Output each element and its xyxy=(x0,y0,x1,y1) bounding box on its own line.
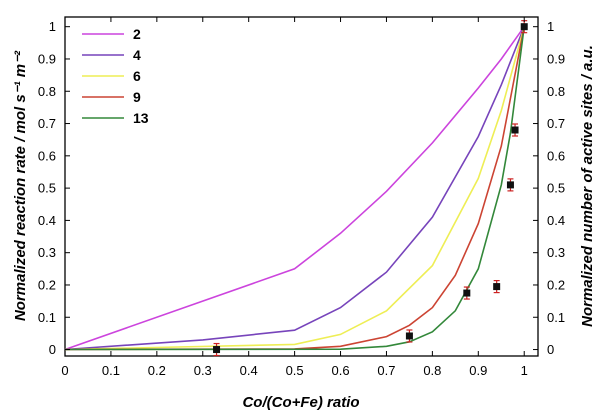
y-tick-label-left-10: 1 xyxy=(49,19,56,34)
y-axis-title-left: Normalized reaction rate / mol s⁻¹ m⁻² xyxy=(12,50,29,321)
y-tick-label-right-5: 0.5 xyxy=(547,181,565,196)
y-tick-label-left-6: 0.6 xyxy=(38,148,56,163)
points-layer xyxy=(213,20,528,357)
x-tick-label-0: 0 xyxy=(61,363,68,378)
data-point-3 xyxy=(493,283,501,291)
x-tick-label-9: 0.9 xyxy=(469,363,487,378)
y-tick-label-left-2: 0.2 xyxy=(38,277,56,292)
series-layer xyxy=(64,26,525,351)
legend-label-13: 13 xyxy=(133,110,149,126)
y-tick-label-right-4: 0.4 xyxy=(547,213,565,228)
x-tick-label-8: 0.8 xyxy=(423,363,441,378)
data-point-4 xyxy=(506,181,514,189)
y-tick-label-right-2: 0.2 xyxy=(547,277,565,292)
x-tick-label-7: 0.7 xyxy=(377,363,395,378)
y-tick-label-left-4: 0.4 xyxy=(38,213,56,228)
y-tick-label-right-3: 0.3 xyxy=(547,245,565,260)
y-tick-label-right-7: 0.7 xyxy=(547,116,565,131)
y-tick-label-right-9: 0.9 xyxy=(547,51,565,66)
y-tick-label-right-1: 0.1 xyxy=(547,310,565,325)
y-tick-label-right-8: 0.8 xyxy=(547,84,565,99)
plot-area xyxy=(64,16,539,357)
ticks-layer: 0 0.1 0.2 0.3 0.4 0.5 0.6 0.7 0.8 0.9 10 00.1 0.10.2… xyxy=(38,17,565,378)
series-line-2 xyxy=(64,26,525,351)
y-tick-label-left-8: 0.8 xyxy=(38,84,56,99)
x-tick-label-2: 0.2 xyxy=(148,363,166,378)
legend-label-6: 6 xyxy=(133,68,141,84)
y-tick-label-left-0: 0 xyxy=(49,342,56,357)
y-tick-label-right-0: 0 xyxy=(547,342,554,357)
legend-label-4: 4 xyxy=(133,47,141,63)
data-point-6 xyxy=(520,23,528,31)
legend: 2 4 6 9 13 xyxy=(82,26,149,126)
data-point-1 xyxy=(405,332,413,340)
x-tick-label-4: 0.4 xyxy=(240,363,258,378)
x-tick-label-1: 0.1 xyxy=(102,363,120,378)
y-axis-title-right: Normalized number of active sites / a.u. xyxy=(579,45,596,327)
x-axis-title: Co/(Co+Fe) ratio xyxy=(242,394,359,411)
x-tick-label-6: 0.6 xyxy=(331,363,349,378)
data-point-5 xyxy=(511,126,519,134)
x-tick-label-3: 0.3 xyxy=(194,363,212,378)
series-line-13 xyxy=(64,26,525,351)
series-line-6 xyxy=(64,26,525,351)
data-point-0 xyxy=(213,346,221,354)
legend-label-2: 2 xyxy=(133,26,141,42)
x-tick-label-5: 0.5 xyxy=(286,363,304,378)
plot-frame xyxy=(64,16,539,357)
x-tick-label-10: 1 xyxy=(521,363,528,378)
y-tick-label-left-7: 0.7 xyxy=(38,116,56,131)
y-tick-label-left-9: 0.9 xyxy=(38,51,56,66)
series-line-9 xyxy=(64,26,525,351)
series-line-4 xyxy=(64,26,525,351)
y-tick-label-left-5: 0.5 xyxy=(38,181,56,196)
y-tick-label-left-1: 0.1 xyxy=(38,310,56,325)
data-point-2 xyxy=(463,289,471,297)
y-tick-label-right-6: 0.6 xyxy=(547,148,565,163)
legend-label-9: 9 xyxy=(133,89,141,105)
y-tick-label-left-3: 0.3 xyxy=(38,245,56,260)
y-tick-label-right-10: 1 xyxy=(547,19,554,34)
